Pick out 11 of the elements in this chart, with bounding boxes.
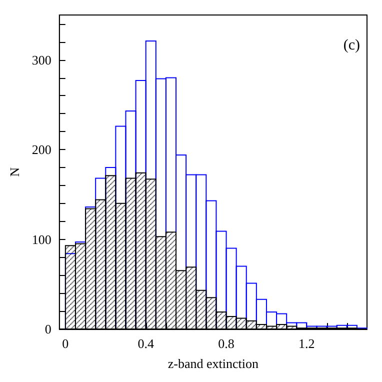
y-tick-label: 0 — [44, 322, 52, 336]
x-tick-label: 0.8 — [218, 336, 234, 351]
x-tick-label: 1.2 — [298, 336, 315, 351]
x-tick-label: 0.4 — [138, 336, 154, 351]
y-axis-title: N — [7, 166, 22, 177]
y-tick-label: 100 — [32, 232, 52, 247]
y-tick-label: 300 — [32, 52, 52, 68]
y-tick-label: 200 — [32, 142, 52, 158]
x-tick-label: 0 — [62, 336, 69, 351]
x-axis-title: z-band extinction — [168, 356, 259, 371]
annotation: (c) — [343, 38, 360, 54]
